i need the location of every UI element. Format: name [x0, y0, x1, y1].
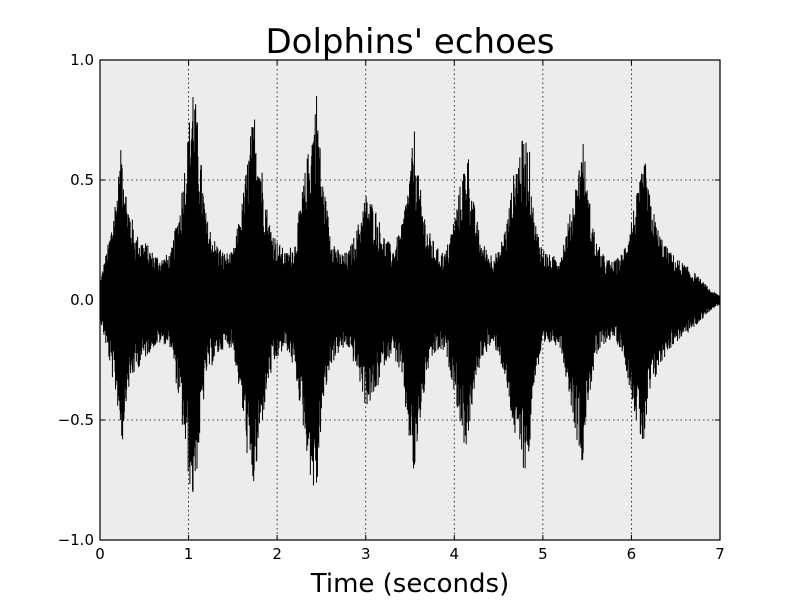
x-tick-label: 5: [538, 545, 548, 563]
y-tick-label: −0.5: [58, 411, 94, 429]
waveform-trace: [99, 95, 721, 493]
waveform-series: [99, 95, 721, 493]
x-tick-label: 3: [361, 545, 371, 563]
chart-title: Dolphins' echoes: [265, 22, 554, 62]
y-axis: 1.0 0.5 0.0 −0.5 −1.0: [58, 51, 720, 549]
y-tick-label: −1.0: [58, 531, 94, 549]
y-tick-label: 1.0: [70, 51, 94, 69]
x-tick-label: 0: [95, 545, 105, 563]
x-axis-label: Time (seconds): [310, 569, 509, 599]
x-tick-label: 6: [627, 545, 637, 563]
x-tick-label: 2: [272, 545, 282, 563]
y-tick-label: 0.0: [70, 291, 94, 309]
x-tick-label: 4: [450, 545, 460, 563]
y-tick-label: 0.5: [70, 171, 94, 189]
x-tick-label: 1: [184, 545, 194, 563]
x-tick-label: 7: [715, 545, 725, 563]
x-axis: 0 1 2 3 4 5 6 7: [95, 60, 725, 563]
